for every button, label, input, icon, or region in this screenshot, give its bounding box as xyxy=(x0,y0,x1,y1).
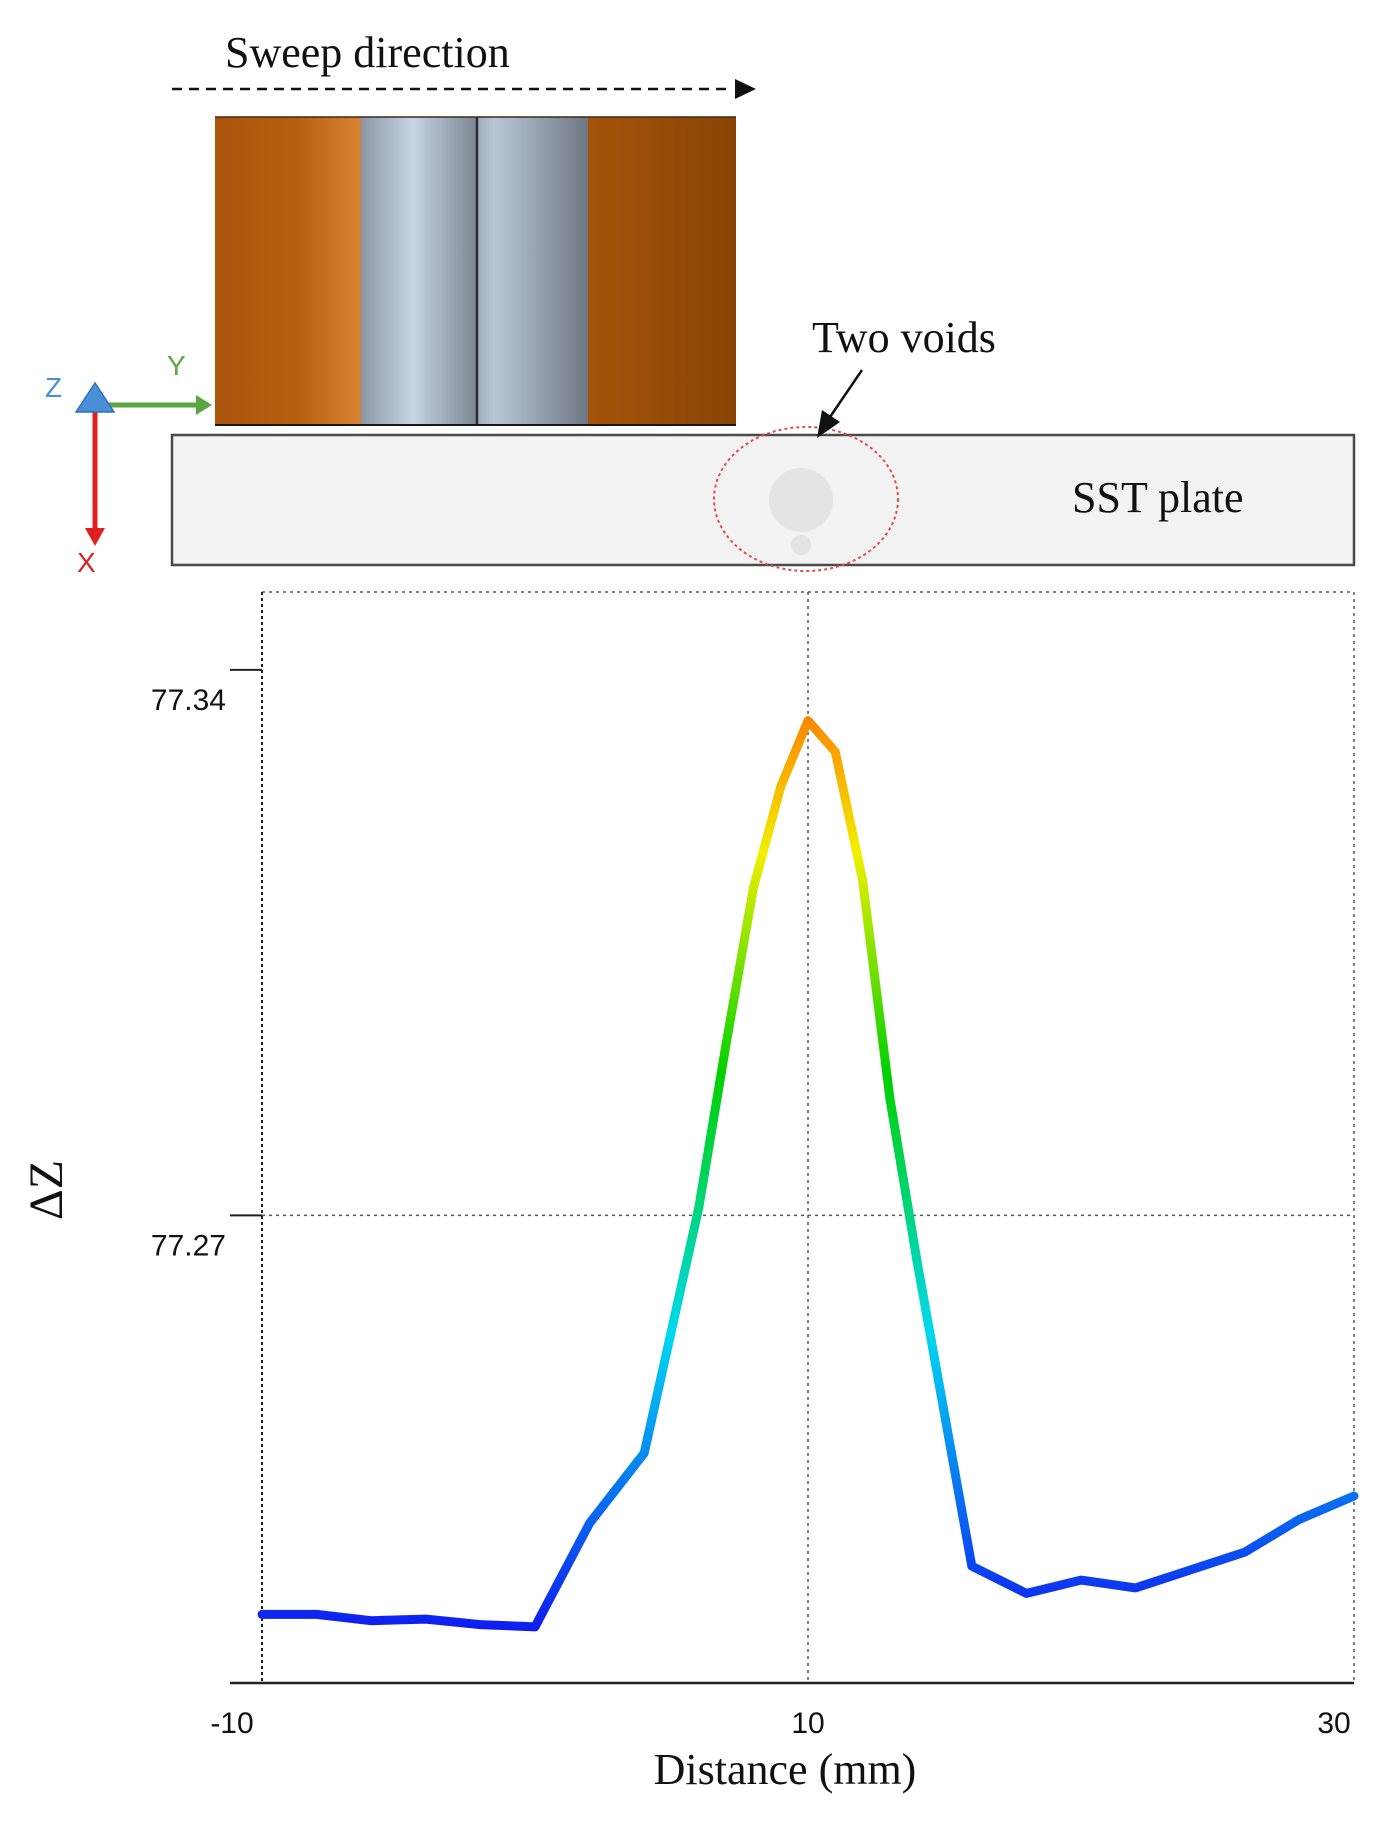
chart-y-axis-title: ΔZ xyxy=(20,1160,73,1220)
two-voids-label: Two voids xyxy=(812,313,996,362)
probe-steel-left xyxy=(361,117,476,425)
axes-indicator: Z Y X xyxy=(45,350,212,578)
axis-y-arrowhead xyxy=(196,395,212,415)
chart: -10 10 30 77.34 77.27 Distance (mm) ΔZ xyxy=(20,591,1359,1794)
chart-axes xyxy=(230,592,1354,1685)
sweep-direction-label: Sweep direction xyxy=(225,28,510,77)
chart-x-tick-label-2: 30 xyxy=(1317,1707,1350,1740)
voids-highlight-circle xyxy=(713,426,899,572)
sweep-direction-arrowhead xyxy=(735,79,756,99)
chart-y-tick-label-0: 77.34 xyxy=(151,684,226,717)
chart-series-line-0 xyxy=(257,716,1359,1632)
void-large xyxy=(769,468,833,532)
axis-x-arrowhead xyxy=(85,528,105,546)
probe xyxy=(215,116,736,426)
axis-z-label: Z xyxy=(45,372,62,403)
chart-x-axis-title: Distance (mm) xyxy=(654,1745,917,1794)
axis-z-icon xyxy=(74,381,116,413)
chart-x-tick-label-0: -10 xyxy=(210,1707,253,1740)
chart-ticks: -10 10 30 77.34 77.27 xyxy=(151,684,1351,1740)
void-small xyxy=(791,535,811,555)
probe-steel-right xyxy=(478,117,588,425)
sst-plate-label: SST plate xyxy=(1072,473,1244,522)
sst-plate xyxy=(170,433,1356,567)
axis-y-label: Y xyxy=(167,350,186,381)
two-voids-pointer-head xyxy=(817,410,840,438)
chart-grid xyxy=(262,591,1355,1683)
chart-y-tick-label-1: 77.27 xyxy=(151,1229,226,1262)
chart-series xyxy=(257,716,1359,1632)
probe-copper-right xyxy=(588,117,736,425)
probe-copper-left xyxy=(215,117,361,425)
chart-x-tick-label-1: 10 xyxy=(791,1707,824,1740)
two-voids-pointer xyxy=(828,369,864,418)
axis-x-label: X xyxy=(77,547,96,578)
